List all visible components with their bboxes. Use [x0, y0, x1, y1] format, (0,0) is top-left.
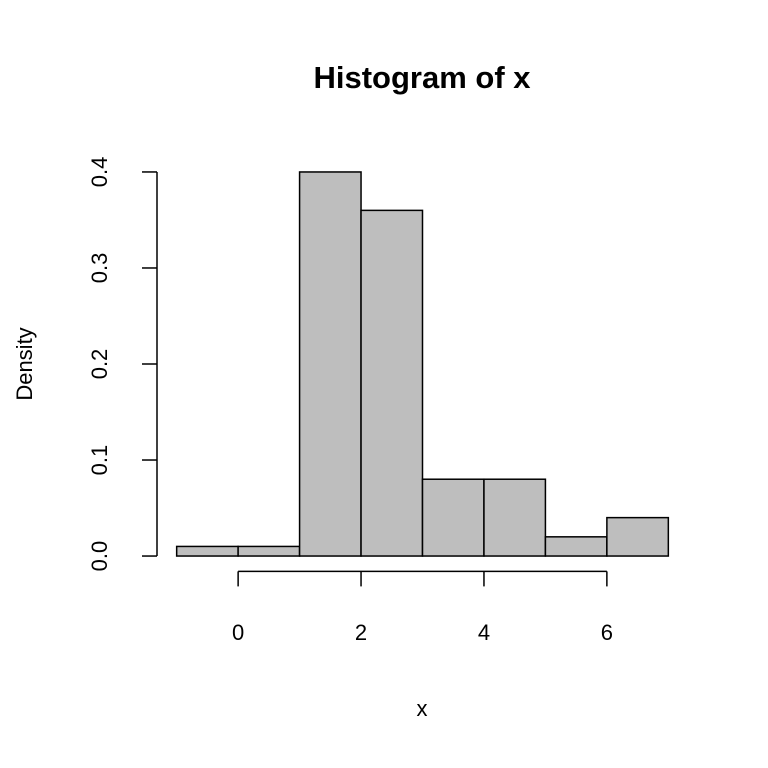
- y-tick-label: 0.4: [87, 157, 112, 188]
- x-axis-label: x: [417, 696, 428, 721]
- bar: [606, 516, 670, 557]
- x-tick-label: 2: [355, 620, 367, 645]
- bar: [298, 171, 362, 557]
- y-tick-label: 0.1: [87, 445, 112, 476]
- bar: [544, 536, 608, 557]
- x-tick-label: 4: [478, 620, 490, 645]
- bar: [175, 545, 239, 557]
- x-tick-label: 0: [232, 620, 244, 645]
- y-tick-label: 0.3: [87, 253, 112, 284]
- x-tick-label: 6: [601, 620, 613, 645]
- bar: [360, 209, 424, 557]
- bar: [237, 545, 301, 557]
- y-tick-label: 0.2: [87, 349, 112, 380]
- bar: [483, 478, 547, 557]
- chart-title: Histogram of x: [313, 60, 531, 95]
- y-axis-label: Density: [12, 327, 37, 400]
- y-tick-label: 0.0: [87, 541, 112, 572]
- bar: [421, 478, 485, 557]
